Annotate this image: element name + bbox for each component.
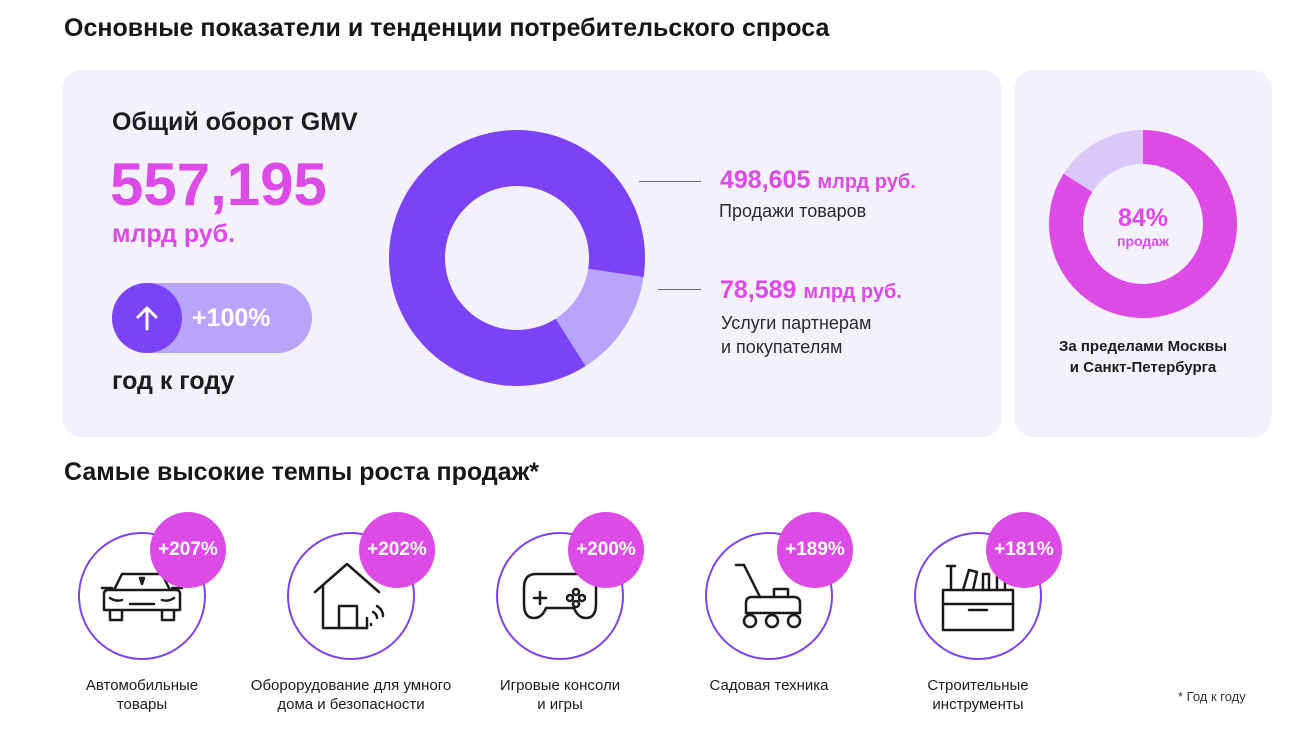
category-tools-label-line-1: Строительные [927,677,1029,694]
category-smart-home-growth: +202% [359,512,435,588]
legend-label-services-line-2: и покупателям [721,337,843,357]
growth-section-title: Самые высокие темпы роста продаж* [64,458,540,486]
legend-value-services-unit: млрд руб. [803,281,902,303]
gmv-unit: млрд руб. [112,220,236,248]
smart-home-icon [313,562,385,630]
gmv-card: Общий оборот GMV 557,195 млрд руб. +100%… [62,70,1002,437]
category-smart-home: +202% Оборорудование для умного дома и б… [251,510,501,730]
gmv-label: Общий оборот GMV [112,108,358,136]
legend-label-goods-line: Продажи товаров [719,201,867,221]
leader-line-goods [639,181,701,182]
regional-share-caption: За пределами Москвы и Санкт-Петербурга [1014,336,1272,378]
category-auto-label-line-2: товары [116,696,168,713]
category-auto-label-line-1: Автомобильные [85,677,199,694]
category-gaming: +200% Игровые консоли и игры [480,510,710,730]
category-auto-growth: +207% [150,512,226,588]
growth-period: год к году [112,367,235,395]
page-title: Основные показатели и тенденции потребит… [64,14,830,42]
category-auto-label: Автомобильные товары [62,676,222,714]
lawn-mower-icon [734,563,802,629]
gmv-donut-slice-goods [389,130,645,386]
legend-label-services: Услуги партнерам и покупателям [721,311,871,359]
regional-share-donut-chart: 84%продаж [1049,130,1237,318]
gmv-value: 557,195 [110,151,327,218]
legend-value-goods-number: 498,605 [720,166,811,194]
gamepad-icon [522,572,598,620]
category-tools-growth: +181% [986,512,1062,588]
regional-share-caption-line-1: За пределами Москвы [1058,338,1228,355]
category-tools: +181% Строительные инструменты [898,510,1128,730]
share-donut-slice-0 [1049,130,1237,318]
legend-value-goods: 498,605 млрд руб. [720,166,916,195]
legend-value-services: 78,589 млрд руб. [720,276,902,305]
legend-label-services-line-1: Услуги партнерам [721,313,872,333]
category-gaming-label-line-2: и игры [537,696,583,713]
footnote: * Год к году [1178,689,1246,704]
car-icon [100,572,184,622]
growth-pill: +100% [112,283,312,353]
category-garden-label-line-1: Садовая техника [709,677,829,694]
leader-line-services [658,289,701,290]
category-smart-home-label: Оборорудование для умного дома и безопас… [226,676,476,714]
category-garden-growth: +189% [777,512,853,588]
regional-share-card: 84% продаж За пределами Москвы и Санкт-Пе… [1014,70,1272,437]
arrow-up-icon [112,283,182,353]
growth-value: +100% [192,304,271,332]
legend-value-services-number: 78,589 [720,276,797,304]
category-auto: +207% Автомобильные товары [62,510,292,730]
share-donut-slice-1 [1063,130,1143,192]
category-smart-home-label-line-2: дома и безопасности [277,696,425,713]
gmv-donut-slice-services [555,268,644,367]
category-smart-home-label-line-1: Оборорудование для умного [250,677,452,694]
category-gaming-growth: +200% [568,512,644,588]
legend-value-goods-unit: млрд руб. [817,171,916,193]
category-tools-label: Строительные инструменты [898,676,1058,714]
gmv-donut-chart [389,130,645,386]
share-center-value: 84% [1118,204,1168,232]
category-garden-label: Садовая техника [689,676,849,695]
regional-share-caption-line-2: и Санкт-Петербурга [1069,359,1217,376]
legend-label-goods: Продажи товаров [719,199,866,223]
category-gaming-label: Игровые консоли и игры [480,676,640,714]
category-tools-label-line-2: инструменты [932,696,1024,713]
share-center-label: продаж [1117,233,1170,249]
category-garden: +189% Садовая техника [689,510,919,730]
category-gaming-label-line-1: Игровые консоли [499,677,621,694]
